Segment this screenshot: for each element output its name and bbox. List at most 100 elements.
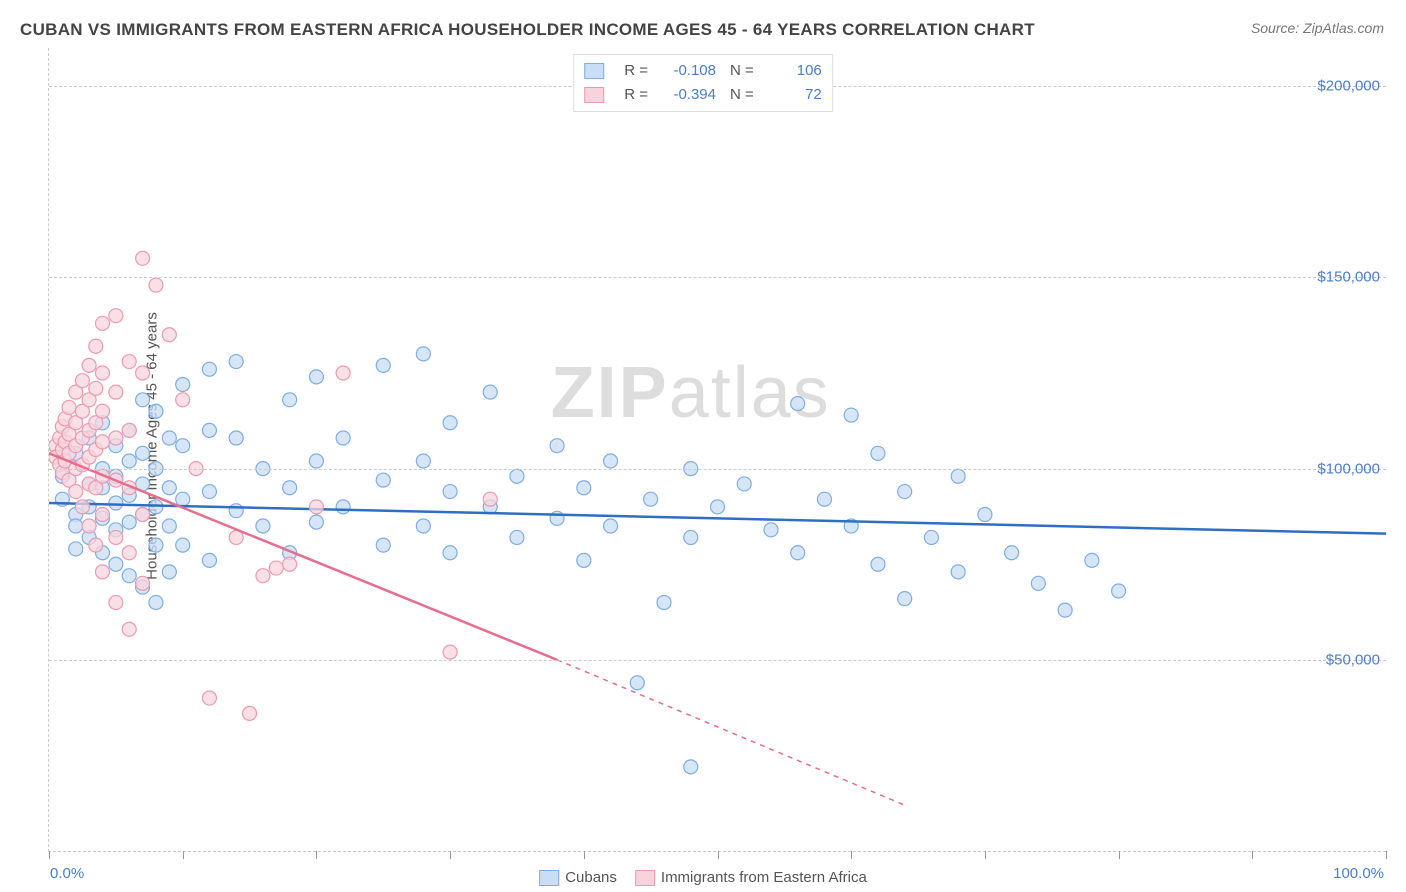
x-tick <box>1386 851 1387 859</box>
data-point <box>109 309 123 323</box>
data-point <box>95 366 109 380</box>
data-point <box>202 485 216 499</box>
data-point <box>69 542 83 556</box>
data-point <box>604 454 618 468</box>
data-point <box>416 347 430 361</box>
data-point <box>75 374 89 388</box>
data-point <box>550 439 564 453</box>
data-point <box>577 481 591 495</box>
data-point <box>229 504 243 518</box>
data-point <box>109 431 123 445</box>
series-legend-item: Cubans <box>539 869 617 886</box>
data-point <box>924 530 938 544</box>
data-point <box>604 519 618 533</box>
data-point <box>764 523 778 537</box>
data-point <box>443 645 457 659</box>
gridline <box>49 469 1386 470</box>
data-point <box>243 706 257 720</box>
data-point <box>416 454 430 468</box>
correlation-legend-row: R =-0.108N =106 <box>584 59 822 83</box>
data-point <box>443 546 457 560</box>
data-point <box>202 691 216 705</box>
data-point <box>844 408 858 422</box>
data-point <box>89 339 103 353</box>
legend-swatch <box>539 870 559 886</box>
series-legend: Cubans Immigrants from Eastern Africa <box>539 869 867 886</box>
x-tick <box>316 851 317 859</box>
data-point <box>1112 584 1126 598</box>
data-point <box>791 546 805 560</box>
data-point <box>336 366 350 380</box>
data-point <box>176 492 190 506</box>
data-point <box>898 592 912 606</box>
data-point <box>510 469 524 483</box>
data-point <box>898 485 912 499</box>
data-point <box>1031 576 1045 590</box>
data-point <box>95 435 109 449</box>
data-point <box>136 576 150 590</box>
data-point <box>283 557 297 571</box>
data-point <box>202 553 216 567</box>
data-point <box>109 530 123 544</box>
y-tick-label: $200,000 <box>1317 78 1380 95</box>
series-legend-item: Immigrants from Eastern Africa <box>635 869 867 886</box>
data-point <box>443 485 457 499</box>
trend-line-dashed <box>557 660 905 805</box>
data-point <box>202 423 216 437</box>
data-point <box>309 500 323 514</box>
data-point <box>791 397 805 411</box>
data-point <box>149 404 163 418</box>
data-point <box>630 676 644 690</box>
x-tick <box>718 851 719 859</box>
data-point <box>871 446 885 460</box>
legend-swatch <box>635 870 655 886</box>
data-point <box>644 492 658 506</box>
data-point <box>62 400 76 414</box>
data-point <box>510 530 524 544</box>
scatter-svg <box>49 48 1386 851</box>
data-point <box>122 546 136 560</box>
data-point <box>122 454 136 468</box>
data-point <box>336 500 350 514</box>
data-point <box>336 431 350 445</box>
data-point <box>75 500 89 514</box>
data-point <box>1058 603 1072 617</box>
data-point <box>176 439 190 453</box>
data-point <box>483 385 497 399</box>
legend-swatch <box>584 63 604 79</box>
data-point <box>309 454 323 468</box>
data-point <box>309 370 323 384</box>
chart-container: CUBAN VS IMMIGRANTS FROM EASTERN AFRICA … <box>0 0 1406 892</box>
data-point <box>89 538 103 552</box>
data-point <box>577 553 591 567</box>
data-point <box>1005 546 1019 560</box>
x-tick <box>1119 851 1120 859</box>
data-point <box>82 358 96 372</box>
data-point <box>951 565 965 579</box>
data-point <box>711 500 725 514</box>
data-point <box>256 519 270 533</box>
x-tick <box>49 851 50 859</box>
legend-r-value: -0.394 <box>662 83 716 107</box>
data-point <box>69 519 83 533</box>
data-point <box>684 530 698 544</box>
data-point <box>109 557 123 571</box>
data-point <box>122 622 136 636</box>
data-point <box>283 481 297 495</box>
x-tick <box>584 851 585 859</box>
source-attribution: Source: ZipAtlas.com <box>1251 20 1384 36</box>
data-point <box>162 519 176 533</box>
data-point <box>149 500 163 514</box>
data-point <box>89 381 103 395</box>
data-point <box>82 519 96 533</box>
legend-r-value: -0.108 <box>662 59 716 83</box>
data-point <box>95 404 109 418</box>
data-point <box>95 565 109 579</box>
series-legend-label: Cubans <box>565 869 617 886</box>
x-tick <box>1252 851 1253 859</box>
data-point <box>229 431 243 445</box>
legend-n-value: 106 <box>768 59 822 83</box>
data-point <box>483 492 497 506</box>
chart-title: CUBAN VS IMMIGRANTS FROM EASTERN AFRICA … <box>20 20 1035 40</box>
data-point <box>283 393 297 407</box>
